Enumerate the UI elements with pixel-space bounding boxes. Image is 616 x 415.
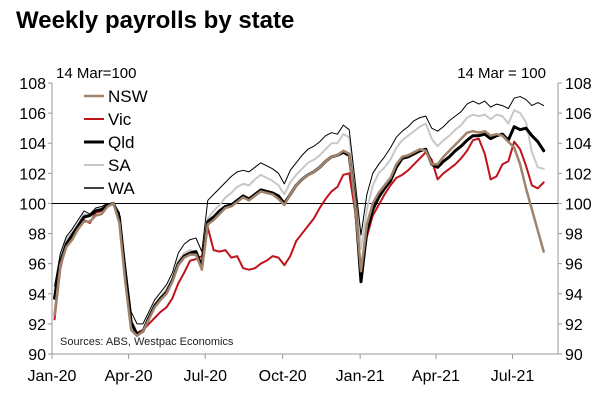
y-tick-left-94: 94 — [28, 287, 46, 304]
series-lines — [53, 96, 546, 338]
series-line-nsw — [53, 129, 545, 338]
x-tick-Jul-20: Jul-20 — [183, 368, 227, 385]
y-tick-left-90: 90 — [28, 347, 46, 364]
y-tick-left-96: 96 — [28, 257, 46, 274]
gridlines — [48, 82, 562, 359]
source-note: Sources: ABS, Westpac Economics — [60, 336, 234, 348]
legend-label-nsw: NSW — [108, 87, 148, 106]
x-tick-Jan-20: Jan-20 — [28, 368, 77, 385]
x-tick-Apr-20: Apr-20 — [105, 368, 153, 385]
y-tick-left-98: 98 — [28, 227, 46, 244]
legend-label-wa: WA — [108, 179, 135, 198]
y-tick-right-106: 106 — [565, 106, 592, 123]
left-unit-label: 14 Mar=100 — [56, 65, 136, 82]
legend-label-sa: SA — [108, 156, 131, 175]
y-tick-left-106: 106 — [19, 106, 46, 123]
x-axis-labels: Jan-20 Apr-20 Jul-20 Oct-20 Jan-21 Apr-21 Jul-… — [28, 368, 535, 385]
y-tick-right-100: 100 — [565, 196, 592, 213]
series-line-wa — [54, 96, 545, 325]
legend: NSW Vic Qld SA WA — [84, 87, 148, 198]
y-tick-left-102: 102 — [19, 166, 46, 183]
y-tick-right-104: 104 — [565, 136, 592, 153]
x-tick-Jan-21: Jan-21 — [336, 368, 385, 385]
y-tick-right-90: 90 — [565, 347, 583, 364]
y-tick-left-108: 108 — [19, 76, 46, 93]
y-tick-right-98: 98 — [565, 227, 583, 244]
legend-label-qld: Qld — [108, 133, 134, 152]
y-tick-right-102: 102 — [565, 166, 592, 183]
x-tick-Apr-21: Apr-21 — [412, 368, 460, 385]
x-tick-Jul-21: Jul-21 — [491, 368, 535, 385]
right-unit-label: 14 Mar = 100 — [457, 65, 546, 82]
legend-label-vic: Vic — [108, 110, 132, 129]
y-tick-left-104: 104 — [19, 136, 46, 153]
y-tick-right-108: 108 — [565, 76, 592, 93]
y-axis-left-labels: 90 92 94 96 98 100 102 104 106 108 — [19, 76, 46, 364]
y-tick-right-96: 96 — [565, 257, 583, 274]
y-tick-right-94: 94 — [565, 287, 583, 304]
y-tick-left-92: 92 — [28, 317, 46, 334]
chart-title: Weekly payrolls by state — [16, 7, 294, 34]
x-tick-Oct-20: Oct-20 — [259, 368, 307, 385]
y-axis-right-labels: 90 92 94 96 98 100 102 104 106 108 — [565, 76, 592, 364]
y-tick-right-92: 92 — [565, 317, 583, 334]
y-tick-left-100: 100 — [19, 196, 46, 213]
